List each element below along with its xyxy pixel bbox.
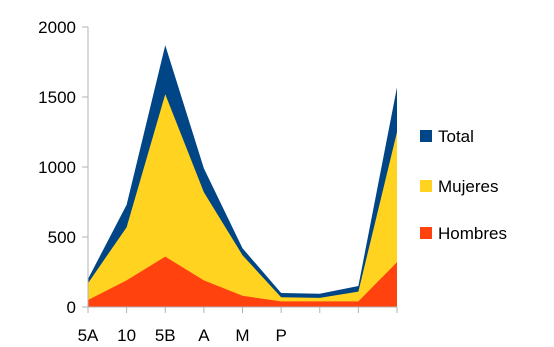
y-tick-label: 1000 — [38, 158, 76, 177]
area-mujeres — [88, 94, 397, 307]
series-layer — [88, 45, 397, 307]
legend-label-hombres: Hombres — [438, 224, 507, 243]
legend-label-mujeres: Mujeres — [438, 177, 498, 196]
y-tick-label: 500 — [48, 228, 76, 247]
y-tick-label: 0 — [67, 298, 76, 317]
y-tick-label: 1500 — [38, 88, 76, 107]
legend: Total Mujeres Hombres — [420, 127, 507, 243]
legend-swatch-total — [420, 130, 432, 142]
y-tick-label: 2000 — [38, 18, 76, 37]
x-tick-label: 5A — [78, 326, 99, 345]
area-hombres — [88, 256, 397, 307]
x-tick-label: A — [198, 326, 210, 345]
x-tick-label: M — [235, 326, 249, 345]
axis-layer: 0 500 1000 1500 2000 5A 10 5B A M P — [38, 18, 398, 345]
legend-swatch-hombres — [420, 227, 432, 239]
legend-label-total: Total — [438, 127, 474, 146]
x-tick-label: 5B — [155, 326, 176, 345]
x-tick-label: 10 — [117, 326, 136, 345]
x-tick-label: P — [275, 326, 286, 345]
legend-swatch-mujeres — [420, 180, 432, 192]
